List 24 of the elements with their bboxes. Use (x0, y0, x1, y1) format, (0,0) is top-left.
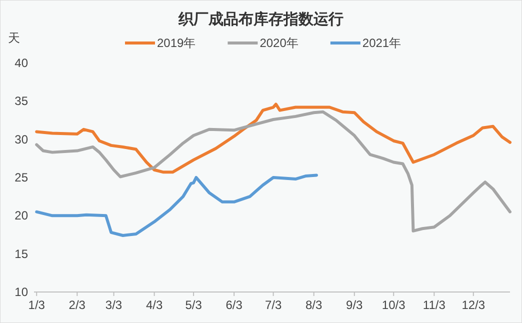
x-tick-label: 10/3 (382, 298, 406, 312)
y-tick-label: 30 (14, 132, 28, 146)
x-tick-label: 1/3 (28, 298, 46, 312)
x-tick-label: 12/3 (462, 298, 486, 312)
y-tick-label: 35 (14, 94, 28, 108)
y-tick-label: 10 (14, 285, 28, 299)
x-tick-label: 11/3 (422, 298, 446, 312)
x-tick-label: 4/3 (146, 298, 163, 312)
y-tick-label: 40 (14, 56, 28, 70)
y-tick-label: 20 (14, 208, 28, 223)
x-tick-label: 7/3 (264, 298, 282, 312)
y-axis-title: 天 (8, 31, 20, 45)
x-tick-label: 6/3 (226, 298, 243, 312)
legend-label: 2020年 (260, 36, 298, 50)
x-tick-label: 3/3 (105, 298, 122, 312)
y-tick-label: 25 (14, 170, 28, 184)
chart-title: 织厂成品布库存指数运行 (178, 10, 344, 28)
x-tick-label: 9/3 (346, 298, 364, 312)
x-tick-label: 8/3 (306, 298, 323, 312)
legend-label: 2021年 (362, 36, 402, 50)
legend-label: 2019年 (157, 36, 196, 50)
x-tick-label: 5/3 (185, 298, 202, 312)
y-tick-label: 15 (14, 246, 28, 261)
x-tick-label: 2/3 (68, 298, 86, 312)
